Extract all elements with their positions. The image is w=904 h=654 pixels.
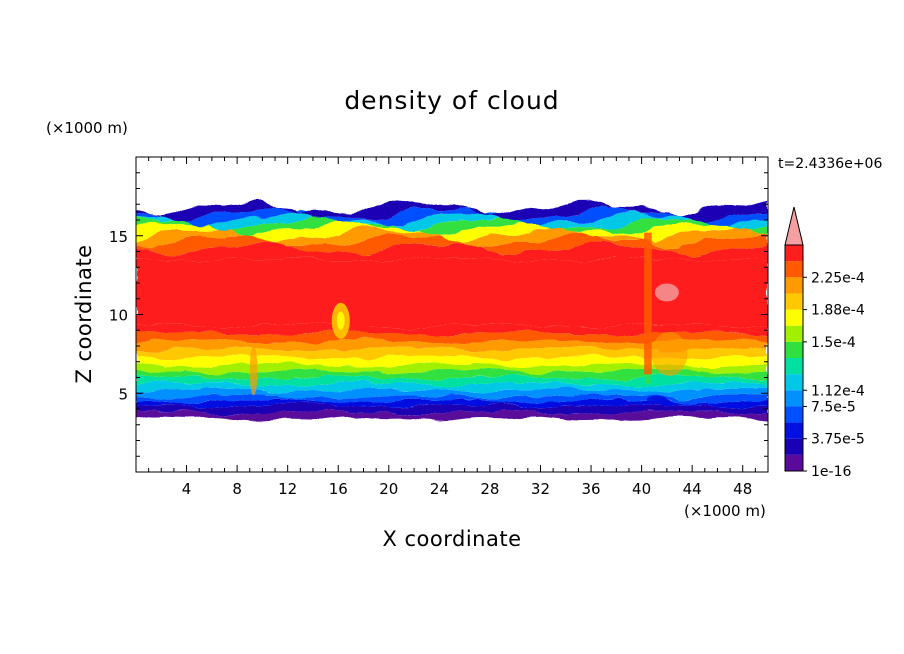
cloud-density-field (136, 199, 768, 422)
contour-band (136, 409, 768, 422)
x-tick-label: 20 (379, 480, 398, 498)
cloud-base-dip (646, 395, 667, 404)
x-tick-label: 40 (632, 480, 651, 498)
contour-band (136, 199, 768, 222)
x-axis: 4 8 12 16 20 24 28 32 36 40 44 48 (148, 157, 756, 498)
x-tick-label: 48 (733, 480, 752, 498)
x-tick-label: 12 (278, 480, 297, 498)
colorbar-swatch (785, 341, 803, 358)
contour-band (136, 226, 768, 248)
x-tick-label: 8 (232, 480, 242, 498)
colorbar-swatch (785, 390, 803, 407)
contour-band (136, 346, 768, 360)
x-tick-label: 32 (531, 480, 550, 498)
contour-band (136, 393, 768, 404)
contour-band (136, 398, 768, 409)
colorbar-swatch (785, 245, 803, 262)
chart-title: density of cloud (344, 86, 560, 115)
cloud-streak (249, 347, 258, 396)
colorbar-label: 1.5e-4 (811, 335, 856, 351)
colorbar-label: 7.5e-5 (811, 399, 856, 415)
x-tick-label: 28 (480, 480, 499, 498)
colorbar-swatch (785, 261, 803, 278)
contour-band (136, 220, 768, 243)
x-tick-label: 4 (182, 480, 192, 498)
y-axis-label: Z coordinate (72, 244, 96, 384)
contour-band (136, 330, 768, 344)
colorbar-swatch (785, 358, 803, 375)
contour-band (136, 368, 768, 381)
colorbar: 2.25e-4 1.88e-4 1.5e-4 1.12e-47.5e-5 3.75e-5… (784, 206, 865, 480)
contour-band (136, 232, 768, 257)
cloud-patch-core (336, 311, 345, 330)
y-tick-label: 5 (118, 385, 128, 403)
colorbar-label: 1e-16 (811, 464, 851, 480)
time-label: t=2.4336e+06 (778, 156, 883, 172)
contour-band (136, 354, 768, 368)
y-tick-label: 15 (109, 228, 128, 246)
colorbar-swatch (785, 309, 803, 326)
contour-band (136, 387, 768, 400)
contour-band (136, 374, 768, 387)
contour-band (136, 322, 768, 336)
colorbar-swatch (785, 374, 803, 391)
colorbar-swatch (785, 293, 803, 310)
updraft-column (644, 232, 652, 375)
colorbar-label: 1.88e-4 (811, 303, 865, 319)
colorbar-label: 3.75e-5 (811, 432, 865, 448)
max-density-patch (654, 283, 679, 302)
y-axis: 5 10 15 (109, 172, 768, 457)
x-tick-label: 44 (683, 480, 702, 498)
contour-band (136, 362, 768, 374)
contour-band (136, 338, 768, 352)
colorbar-label: 1.12e-4 (811, 383, 865, 399)
x-tick-label: 36 (581, 480, 600, 498)
contour-band (136, 240, 768, 263)
colorbar-swatch (785, 438, 803, 455)
contour-band (136, 381, 768, 393)
colorbar-extend-arrow (784, 206, 804, 246)
cloud-plume (651, 331, 688, 376)
contour-band (136, 215, 768, 237)
colorbar-swatch (785, 422, 803, 439)
x-tick-label: 16 (329, 480, 348, 498)
updraft-base (645, 374, 651, 384)
x-axis-unit: (×1000 m) (684, 502, 766, 520)
colorbar-swatch (785, 454, 803, 471)
colorbar-swatch (785, 406, 803, 423)
contour-band (136, 210, 768, 231)
contour-band (136, 403, 768, 415)
y-axis-unit: (×1000 m) (46, 119, 128, 137)
x-tick-label: 24 (430, 480, 449, 498)
y-tick-label: 10 (109, 307, 128, 325)
colorbar-label: 2.25e-4 (811, 270, 865, 286)
colorbar-swatch (785, 325, 803, 342)
colorbar-swatch (785, 277, 803, 294)
contour-band (136, 256, 768, 329)
x-axis-label: X coordinate (382, 527, 522, 551)
